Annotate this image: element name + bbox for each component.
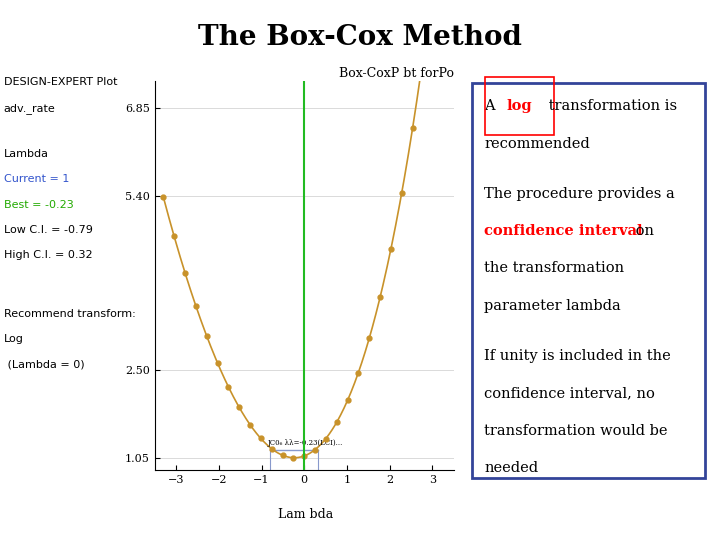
Text: Best = -0.23: Best = -0.23 — [4, 200, 73, 210]
Text: confidence interval, no: confidence interval, no — [485, 386, 655, 400]
Text: log: log — [507, 99, 532, 113]
Text: Lambda: Lambda — [4, 149, 49, 159]
Text: Low C.I. = -0.79: Low C.I. = -0.79 — [4, 225, 92, 235]
Text: needed: needed — [485, 461, 539, 475]
Text: Current = 1: Current = 1 — [4, 174, 69, 184]
Text: recommended: recommended — [485, 137, 590, 151]
Text: Lam bda: Lam bda — [279, 508, 333, 521]
Text: Log: Log — [4, 334, 24, 345]
Text: If unity is included in the: If unity is included in the — [485, 349, 671, 363]
Text: transformation would be: transformation would be — [485, 423, 667, 437]
Text: The Box-Cox Method: The Box-Cox Method — [198, 24, 522, 51]
Text: transformation is: transformation is — [544, 99, 677, 113]
FancyBboxPatch shape — [472, 83, 706, 478]
Text: JC0₆ λλ=-0.23(LCI)...: JC0₆ λλ=-0.23(LCI)... — [268, 439, 343, 447]
Text: on: on — [631, 224, 654, 238]
Text: confidence interval: confidence interval — [485, 224, 643, 238]
Text: A: A — [485, 99, 500, 113]
Text: (Lambda = 0): (Lambda = 0) — [4, 360, 84, 370]
Text: adv._rate: adv._rate — [4, 103, 55, 113]
Text: the transformation: the transformation — [485, 261, 624, 275]
Text: Box-CoxP bt forPo: Box-CoxP bt forPo — [338, 67, 454, 80]
Text: Recommend transform:: Recommend transform: — [4, 309, 135, 319]
Text: The procedure provides a: The procedure provides a — [485, 187, 675, 201]
Text: High C.I. = 0.32: High C.I. = 0.32 — [4, 250, 92, 260]
Text: DESIGN-EXPERT Plot: DESIGN-EXPERT Plot — [4, 77, 117, 87]
Text: parameter lambda: parameter lambda — [485, 299, 621, 313]
